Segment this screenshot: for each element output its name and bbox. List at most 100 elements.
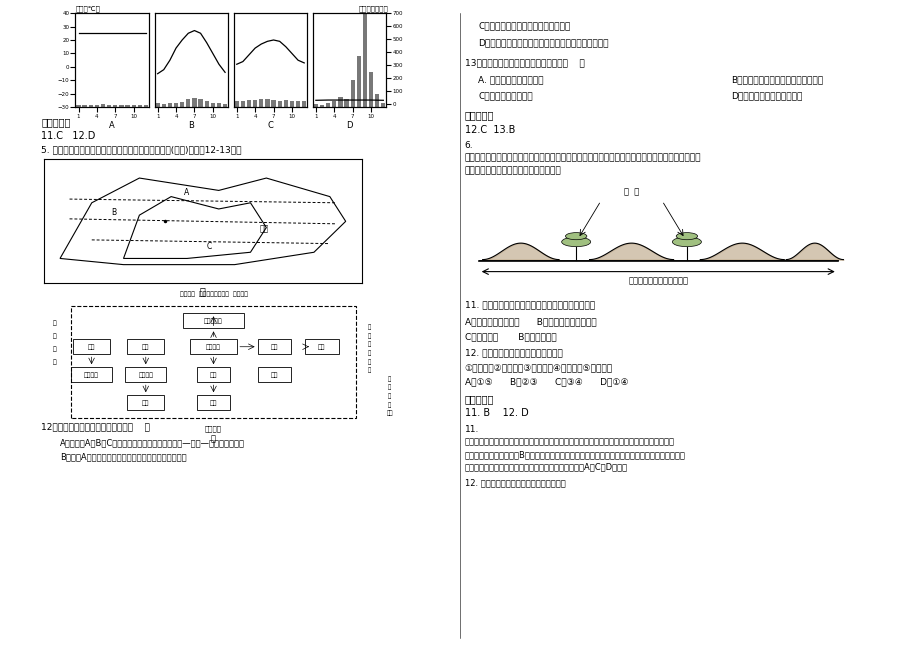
Text: 11.: 11. bbox=[464, 425, 479, 434]
Text: 炼焦: 炼焦 bbox=[210, 372, 217, 378]
Bar bbox=[167, 104, 172, 107]
Text: 品: 品 bbox=[368, 368, 370, 373]
Bar bbox=[283, 100, 288, 107]
Text: 13、山西省能源基地经济发展的关键是（    ）: 13、山西省能源基地经济发展的关键是（ ） bbox=[464, 58, 584, 67]
Text: ①增加垄宽②增大沟深③加大垄高④垄上覆膜⑤沟上覆膜: ①增加垄宽②增大沟深③加大垄高④垄上覆膜⑤沟上覆膜 bbox=[464, 363, 612, 372]
Text: C．可以建坑口电站变输煤为输出电力: C．可以建坑口电站变输煤为输出电力 bbox=[478, 21, 570, 31]
Text: A．云贵高原山间盆地      B．阴山北麓农牧交错带: A．云贵高原山间盆地 B．阴山北麓农牧交错带 bbox=[464, 317, 596, 326]
X-axis label: A: A bbox=[109, 122, 115, 130]
Text: C．合理利用土地资源: C．合理利用土地资源 bbox=[478, 91, 532, 100]
Bar bbox=[183, 313, 244, 329]
Bar bbox=[325, 104, 330, 107]
Bar bbox=[241, 102, 244, 107]
Bar bbox=[71, 367, 112, 382]
Text: 炼铝: 炼铝 bbox=[87, 344, 96, 350]
Text: B．通过A线运出的煤炭只能保证京津塘地区的能源需求: B．通过A线运出的煤炭只能保证京津塘地区的能源需求 bbox=[60, 452, 187, 462]
Text: 工: 工 bbox=[368, 350, 370, 356]
Text: 焦化: 焦化 bbox=[270, 344, 278, 350]
Bar bbox=[73, 339, 110, 354]
Text: 参考答案：: 参考答案： bbox=[41, 117, 71, 127]
Circle shape bbox=[565, 232, 586, 240]
Bar bbox=[76, 105, 81, 107]
X-axis label: 甲: 甲 bbox=[199, 286, 206, 296]
Text: 输出钢材: 输出钢材 bbox=[205, 426, 221, 432]
Text: A: A bbox=[184, 188, 189, 197]
Bar bbox=[88, 105, 93, 107]
Text: 11. 下列地区中，最适合采用沟垄集雨栽培技术的是: 11. 下列地区中，最适合采用沟垄集雨栽培技术的是 bbox=[464, 300, 594, 309]
Text: 煤矿开采: 煤矿开采 bbox=[138, 372, 153, 378]
Text: D．禁止乱砍滥伐，保护植被: D．禁止乱砍滥伐，保护植被 bbox=[731, 91, 802, 100]
Text: B．优化产业结构，延长煤炭的生产链: B．优化产业结构，延长煤炭的生产链 bbox=[731, 75, 823, 84]
Text: 风气候区，降水不足，故B正确。云贵高原山间盆地、东北三江平原和闽浙丘陵区降水较为丰高，属: 风气候区，降水不足，故B正确。云贵高原山间盆地、东北三江平原和闽浙丘陵区降水较为… bbox=[464, 450, 685, 459]
Bar bbox=[257, 339, 291, 354]
Bar bbox=[375, 94, 379, 107]
Bar bbox=[197, 395, 230, 410]
Bar bbox=[350, 81, 355, 107]
Bar bbox=[210, 103, 215, 107]
Text: 沟垄集雨栽培技术可将有限的降水蓄积于土壤，供作物生长发育之用，增产效果显著。下图为沟垄集: 沟垄集雨栽培技术可将有限的降水蓄积于土壤，供作物生长发育之用，增产效果显著。下图… bbox=[464, 153, 700, 162]
Text: 12.C  13.B: 12.C 13.B bbox=[464, 125, 515, 135]
Text: 12、山西能源外运的说法正确的是（    ）: 12、山西能源外运的说法正确的是（ ） bbox=[41, 422, 150, 432]
Bar bbox=[119, 105, 123, 107]
Text: 参考答案：: 参考答案： bbox=[464, 395, 494, 404]
Text: 煤: 煤 bbox=[52, 346, 56, 352]
Bar bbox=[332, 101, 336, 107]
Bar bbox=[338, 96, 342, 107]
Bar bbox=[95, 105, 99, 107]
Text: 出: 出 bbox=[52, 333, 56, 339]
Bar bbox=[259, 99, 263, 107]
Text: 气化、液化: 气化、液化 bbox=[204, 318, 222, 324]
Text: 机械: 机械 bbox=[142, 400, 150, 406]
Bar bbox=[189, 339, 237, 354]
Bar bbox=[131, 105, 136, 107]
Bar bbox=[127, 339, 165, 354]
Bar bbox=[125, 105, 130, 107]
Text: 黄河: 黄河 bbox=[260, 224, 269, 233]
Text: 输: 输 bbox=[52, 320, 56, 326]
Bar bbox=[197, 367, 230, 382]
Bar bbox=[143, 105, 148, 107]
Text: 化工: 化工 bbox=[318, 344, 325, 350]
Text: 建: 建 bbox=[388, 393, 391, 399]
Bar bbox=[199, 100, 202, 107]
Bar bbox=[253, 100, 257, 107]
X-axis label: D: D bbox=[346, 122, 353, 130]
Text: 12. 下列做法可以有效提高集雨量的是: 12. 下列做法可以有效提高集雨量的是 bbox=[464, 348, 562, 357]
Text: 作  物: 作 物 bbox=[623, 187, 639, 197]
Bar bbox=[155, 104, 160, 107]
Bar bbox=[357, 56, 360, 107]
X-axis label: C: C bbox=[267, 122, 273, 130]
Bar bbox=[107, 105, 111, 107]
Bar bbox=[113, 105, 118, 107]
Bar bbox=[204, 102, 209, 107]
Text: 6.: 6. bbox=[464, 141, 472, 150]
Bar bbox=[362, 13, 367, 107]
Bar bbox=[304, 339, 338, 354]
Bar bbox=[127, 395, 165, 410]
Text: 参考答案：: 参考答案： bbox=[464, 111, 494, 120]
Circle shape bbox=[672, 237, 700, 247]
Bar bbox=[217, 104, 221, 107]
Text: 化: 化 bbox=[368, 342, 370, 348]
Text: 气温（℃）: 气温（℃） bbox=[75, 5, 100, 12]
Text: 由材料可知沟垄集雨栽培技术主要是解决当地降水不足的问题。阴山北麓农牧交错带为我国半季: 由材料可知沟垄集雨栽培技术主要是解决当地降水不足的问题。阴山北麓农牧交错带为我国… bbox=[464, 437, 674, 447]
Bar bbox=[313, 104, 318, 107]
Bar bbox=[174, 103, 178, 107]
Text: 发电: 发电 bbox=[142, 344, 150, 350]
Text: A．图中的A、B、C三条铁路线分别是大秦线、焦作—兖州—日照线、神黄线: A．图中的A、B、C三条铁路线分别是大秦线、焦作—兖州—日照线、神黄线 bbox=[60, 438, 244, 447]
Bar bbox=[180, 102, 184, 107]
Bar bbox=[138, 105, 142, 107]
Bar bbox=[234, 101, 239, 107]
Text: 输: 输 bbox=[388, 376, 391, 382]
Text: 出: 出 bbox=[368, 333, 370, 339]
Bar bbox=[162, 104, 165, 107]
Bar bbox=[83, 105, 86, 107]
Text: 11. B    12. D: 11. B 12. D bbox=[464, 408, 528, 418]
Text: 出: 出 bbox=[388, 385, 391, 391]
Text: 炼钢: 炼钢 bbox=[210, 400, 217, 406]
Text: C．三江平原       B．闽浙丘陵区: C．三江平原 B．闽浙丘陵区 bbox=[464, 333, 556, 342]
Text: 12. 该图可知，垄面为集雨面，垄面越宽，: 12. 该图可知，垄面为集雨面，垄面越宽， bbox=[464, 478, 565, 488]
Bar bbox=[257, 367, 291, 382]
Text: B: B bbox=[111, 208, 117, 217]
Text: 水泥: 水泥 bbox=[270, 372, 278, 378]
